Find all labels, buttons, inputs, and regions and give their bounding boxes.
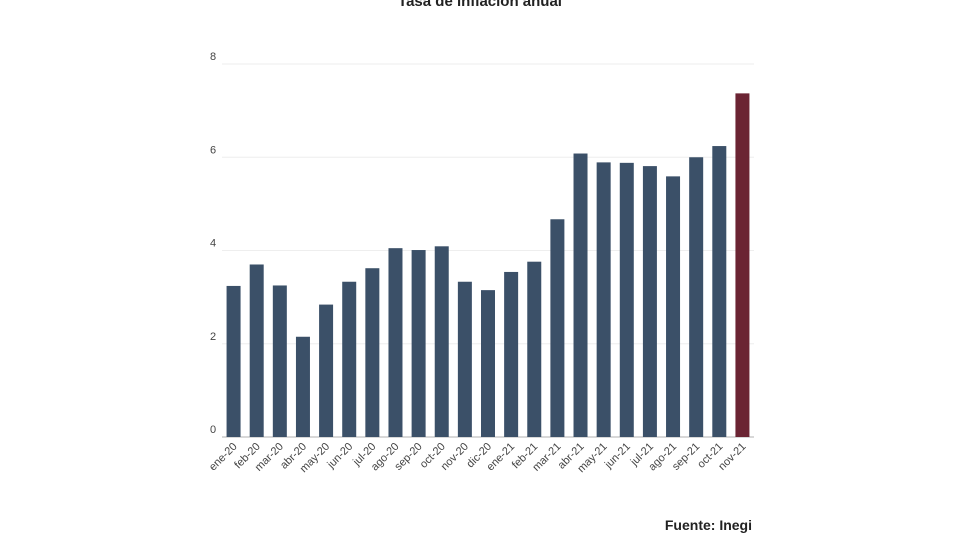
bar-abr-20 [295, 336, 310, 437]
y-tick-label: 8 [210, 51, 216, 63]
bar-sep-21 [689, 157, 704, 437]
x-tick-label: ene-20 [207, 441, 240, 474]
bar-ago-20 [388, 248, 403, 437]
y-tick-label: 4 [210, 238, 216, 250]
bar-jul-21 [642, 166, 657, 437]
source-note: Fuente: Inegi [664, 517, 752, 533]
bar-abr-21 [573, 153, 588, 437]
bar-jul-20 [365, 268, 380, 437]
bar-sep-20 [411, 250, 426, 437]
bar-jun-20 [342, 281, 357, 437]
bar-nov-21 [735, 93, 750, 437]
bar-feb-21 [527, 261, 542, 437]
bar-jun-21 [619, 162, 634, 437]
bar-feb-20 [249, 264, 264, 437]
bar-ene-21 [504, 271, 519, 437]
x-tick-label: jun-20 [325, 441, 356, 472]
bar-may-21 [596, 162, 611, 437]
bar-may-20 [319, 304, 334, 437]
x-tick-label: jun-21 [602, 441, 633, 472]
bar-nov-20 [457, 281, 472, 437]
y-tick-label: 0 [210, 424, 216, 436]
bar-oct-20 [434, 246, 449, 437]
chart-title: Tasa de inflación anual [398, 0, 562, 10]
bar-ago-21 [666, 176, 681, 437]
bar-ene-20 [226, 285, 241, 437]
bar-oct-21 [712, 146, 727, 437]
bar-mar-20 [272, 285, 287, 437]
y-tick-label: 2 [210, 331, 216, 343]
y-tick-label: 6 [210, 144, 216, 156]
bar-mar-21 [550, 219, 565, 437]
bar-dic-20 [481, 290, 495, 437]
